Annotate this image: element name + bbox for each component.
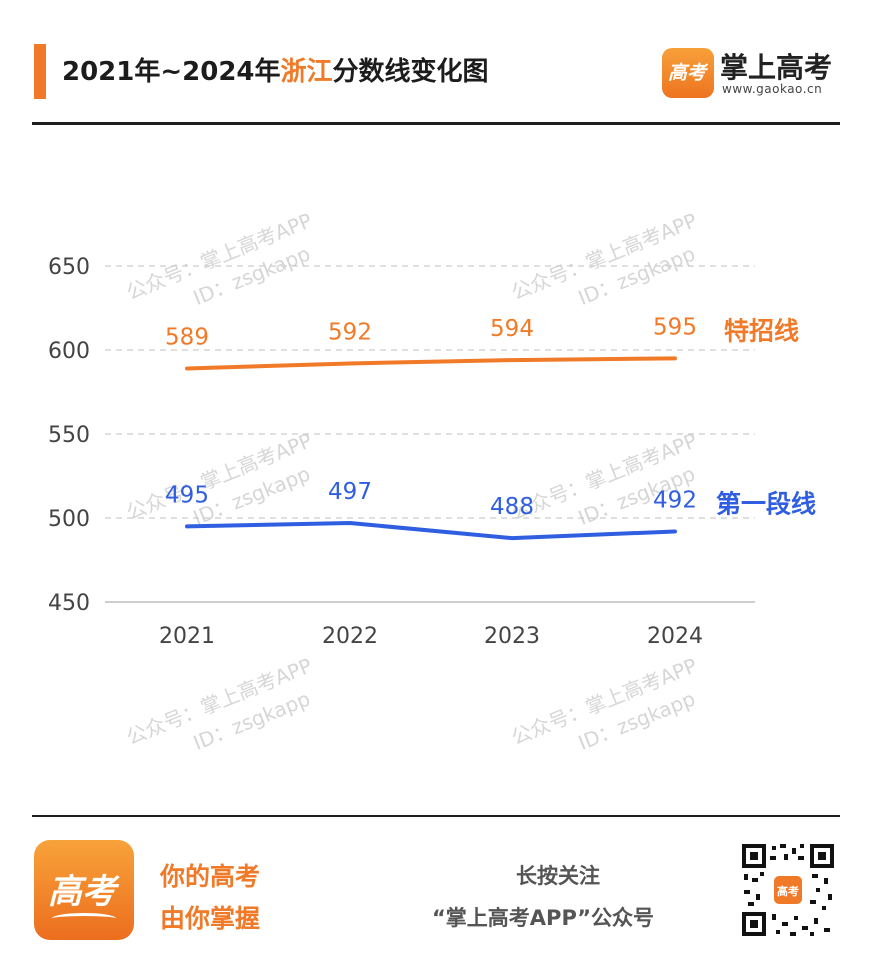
title-accent-bar xyxy=(34,44,46,99)
data-label: 497 xyxy=(328,479,372,505)
slogan-line-1: 你的高考 xyxy=(160,862,261,891)
brand-block: 高考 掌上高考 www.gaokao.cn xyxy=(662,46,852,102)
footer-divider xyxy=(32,815,840,817)
data-label: 594 xyxy=(490,316,534,342)
title-suffix: 分数线变化图 xyxy=(332,57,489,87)
series-name-label: 第一段线 xyxy=(716,489,816,518)
svg-text:高考: 高考 xyxy=(777,884,799,898)
brand-name: 掌上高考 xyxy=(720,51,833,84)
y-tick-label: 650 xyxy=(48,255,90,280)
data-label: 492 xyxy=(653,487,697,513)
y-tick-label: 550 xyxy=(48,423,90,448)
x-tick-label: 2021 xyxy=(159,624,215,649)
x-tick-label: 2022 xyxy=(322,624,378,649)
y-tick-label: 500 xyxy=(48,507,90,532)
follow-text-1: 长按关注 xyxy=(516,864,600,888)
page-title: 2021年~2024年浙江分数线变化图 xyxy=(62,51,489,88)
brand-url: www.gaokao.cn xyxy=(722,82,823,96)
data-label: 592 xyxy=(328,319,372,345)
series-line xyxy=(185,521,677,541)
series-line xyxy=(185,356,677,371)
y-tick-label: 600 xyxy=(48,339,90,364)
x-tick-label: 2023 xyxy=(484,624,540,649)
header-divider xyxy=(32,122,840,125)
data-label: 488 xyxy=(490,494,534,520)
slogan-line-2: 由你掌握 xyxy=(160,904,261,933)
qr-code-icon[interactable]: 高考 xyxy=(740,842,836,938)
app-logo-icon: 高考 xyxy=(34,840,134,940)
x-tick-label: 2024 xyxy=(647,624,703,649)
follow-text-2: “掌上高考APP”公众号 xyxy=(432,906,655,930)
data-label: 495 xyxy=(165,482,209,508)
app-logo-text: 高考 xyxy=(48,872,116,912)
data-label: 595 xyxy=(653,314,697,340)
title-province: 浙江 xyxy=(280,57,333,87)
brand-logo-text: 高考 xyxy=(668,62,707,84)
title-prefix: 2021年~2024年 xyxy=(62,57,281,87)
series-name-label: 特招线 xyxy=(724,316,799,345)
brand-logo-icon: 高考 xyxy=(662,48,714,98)
book-icon xyxy=(52,913,116,924)
data-label: 589 xyxy=(165,324,209,350)
y-tick-label: 450 xyxy=(48,591,90,616)
